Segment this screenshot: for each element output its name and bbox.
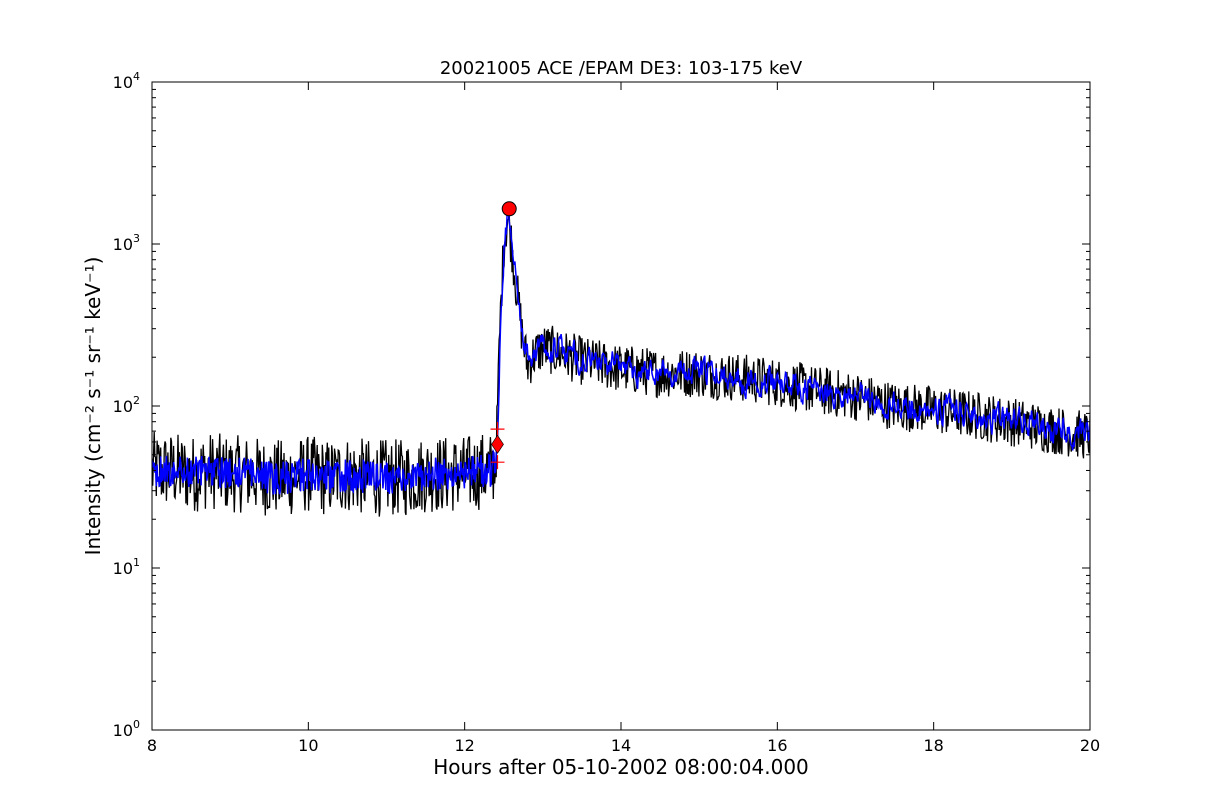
plus-marker <box>490 455 505 470</box>
marker-layer <box>490 201 517 470</box>
x-tick-label: 18 <box>923 736 943 755</box>
x-axis-label: Hours after 05-10-2002 08:00:04.000 <box>433 755 809 779</box>
x-tick-label: 20 <box>1080 736 1100 755</box>
y-tick-exponent: 4 <box>133 70 140 83</box>
y-axis-label: Intensity (cm⁻² s⁻¹ sr⁻¹ keV⁻¹) <box>81 257 105 556</box>
y-tick-exponent: 2 <box>133 394 140 407</box>
series-line-raw <box>152 213 1090 517</box>
series-line-smoothed <box>152 204 1090 495</box>
x-tick-label: 10 <box>298 736 318 755</box>
y-tick-label: 102 <box>113 394 140 416</box>
x-tick-label: 14 <box>611 736 631 755</box>
plus-marker <box>490 422 505 437</box>
y-tick-base: 10 <box>113 235 133 254</box>
chart-title: 20021005 ACE /EPAM DE3: 103-175 keV <box>440 58 803 79</box>
y-tick-label: 100 <box>113 718 140 740</box>
y-tick-label: 103 <box>113 232 140 254</box>
y-tick-base: 10 <box>113 559 133 578</box>
y-tick-label: 101 <box>113 556 140 578</box>
x-tick-label: 8 <box>147 736 157 755</box>
x-tick-label: 12 <box>454 736 474 755</box>
y-tick-base: 10 <box>113 73 133 92</box>
y-tick-base: 10 <box>113 397 133 416</box>
x-axis: 8 10 12 14 16 18 20 <box>147 82 1100 755</box>
y-tick-label: 104 <box>113 70 140 92</box>
diamond-marker <box>491 434 504 454</box>
y-tick-exponent: 0 <box>133 718 140 731</box>
circle-marker <box>501 201 517 217</box>
x-tick-label: 16 <box>767 736 787 755</box>
y-tick-exponent: 1 <box>133 556 140 569</box>
series-layer <box>152 204 1090 517</box>
y-tick-exponent: 3 <box>133 232 140 245</box>
y-tick-base: 10 <box>113 721 133 740</box>
